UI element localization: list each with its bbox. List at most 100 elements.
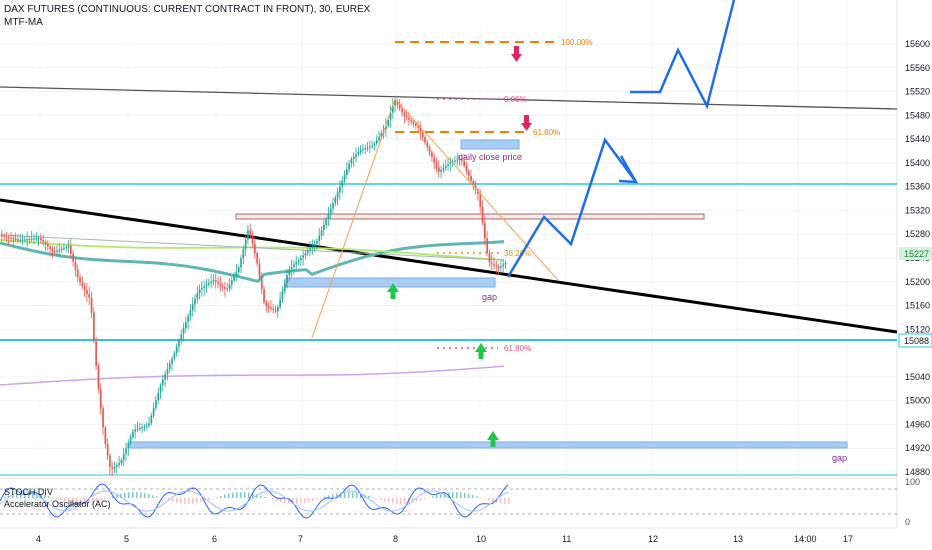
ac-bar bbox=[212, 498, 214, 499]
candle-body bbox=[256, 253, 258, 264]
ac-bar bbox=[396, 498, 398, 504]
ac-bar bbox=[380, 498, 382, 501]
ac-bar bbox=[472, 495, 474, 498]
ac-bar bbox=[312, 498, 314, 501]
ac-bar bbox=[284, 498, 286, 504]
candle-body bbox=[109, 455, 111, 467]
ac-bar bbox=[476, 496, 478, 498]
candle-body bbox=[159, 385, 162, 393]
candle-body bbox=[355, 154, 357, 157]
candle-body bbox=[205, 284, 208, 287]
candle-body bbox=[504, 262, 507, 265]
ac-bar bbox=[8, 495, 10, 498]
ac-bar bbox=[280, 498, 282, 503]
candle-body bbox=[72, 253, 74, 262]
candle-body bbox=[242, 248, 245, 258]
time-tick-label: 6 bbox=[212, 534, 217, 544]
candle-body bbox=[120, 459, 123, 464]
time-tick-label: 17 bbox=[843, 534, 853, 544]
stoch-k-line bbox=[0, 483, 509, 519]
candle-body bbox=[497, 266, 500, 268]
candle-body bbox=[346, 169, 348, 175]
candle-body bbox=[134, 429, 137, 432]
candle-body bbox=[449, 162, 452, 165]
arrow-down-icon bbox=[511, 46, 522, 62]
candle-body bbox=[428, 147, 431, 153]
ac-bar bbox=[76, 498, 78, 504]
ac-bar bbox=[208, 498, 210, 500]
ac-bar bbox=[388, 498, 390, 503]
candle-body bbox=[173, 352, 176, 359]
candle-body bbox=[380, 133, 383, 137]
candle-body bbox=[343, 175, 346, 181]
candle-body bbox=[102, 408, 104, 428]
candle-body bbox=[444, 166, 447, 168]
svg-text:15227: 15227 bbox=[904, 249, 929, 259]
ac-bar bbox=[4, 496, 6, 498]
ac-bar bbox=[432, 496, 434, 498]
candle-body bbox=[396, 101, 399, 105]
gap-zone-lower bbox=[129, 441, 848, 449]
ac-bar bbox=[112, 496, 114, 498]
fib-label-0: 0.00% bbox=[504, 95, 527, 104]
gap-label-upper: gap bbox=[482, 292, 497, 302]
ac-bar bbox=[272, 498, 274, 500]
candle-body bbox=[237, 267, 240, 272]
time-tick-label: 8 bbox=[393, 534, 398, 544]
candle-body bbox=[290, 266, 293, 270]
arrow-up-icon bbox=[487, 431, 499, 447]
candle-body bbox=[484, 223, 486, 239]
ac-bar bbox=[464, 493, 466, 498]
gap-zone-upper bbox=[285, 277, 496, 288]
candle-body bbox=[415, 123, 417, 126]
candle-body bbox=[461, 158, 463, 161]
candle-body bbox=[336, 192, 339, 198]
candle-body bbox=[127, 442, 130, 449]
ac-bar bbox=[252, 493, 254, 498]
candle-body bbox=[398, 104, 401, 109]
ac-bar bbox=[404, 498, 406, 504]
candle-body bbox=[14, 238, 17, 240]
ac-bar bbox=[484, 498, 486, 500]
candle-body bbox=[470, 176, 472, 181]
candle-body bbox=[198, 289, 201, 293]
candle-body bbox=[1, 235, 3, 237]
candle-body bbox=[93, 312, 95, 342]
candle-body bbox=[111, 467, 114, 469]
candle-body bbox=[311, 246, 314, 249]
candle-body bbox=[263, 289, 265, 303]
ac-bar bbox=[500, 498, 502, 504]
ac-bar bbox=[456, 492, 458, 498]
ac-bar bbox=[256, 494, 258, 498]
daily-close-label: daily close price bbox=[458, 152, 522, 162]
candle-body bbox=[152, 408, 155, 416]
ac-bar bbox=[292, 498, 294, 504]
candle-body bbox=[306, 250, 309, 254]
candle-body bbox=[185, 321, 187, 329]
candle-body bbox=[162, 379, 164, 385]
forecast-path-2 bbox=[630, 0, 736, 110]
candle-body bbox=[74, 261, 77, 270]
candle-body bbox=[401, 108, 403, 113]
forecast-path-1 bbox=[506, 137, 638, 278]
candle-body bbox=[240, 258, 242, 268]
candle-body bbox=[21, 239, 24, 241]
candle-body bbox=[500, 266, 502, 268]
ma-purple bbox=[0, 365, 505, 386]
candle-body bbox=[106, 444, 109, 456]
osc-tick-0: 0 bbox=[905, 517, 910, 527]
ac-bar bbox=[88, 498, 90, 504]
ac-bar bbox=[260, 495, 262, 498]
candle-body bbox=[375, 140, 378, 144]
ac-bar bbox=[104, 498, 106, 499]
candle-body bbox=[155, 400, 157, 408]
candle-body bbox=[295, 262, 298, 265]
candle-body bbox=[270, 307, 272, 309]
candle-body bbox=[458, 158, 461, 160]
candle-body bbox=[189, 310, 192, 316]
candle-body bbox=[267, 306, 270, 308]
candle-body bbox=[97, 366, 100, 389]
candle-body bbox=[488, 253, 491, 263]
candle-body bbox=[350, 159, 353, 164]
